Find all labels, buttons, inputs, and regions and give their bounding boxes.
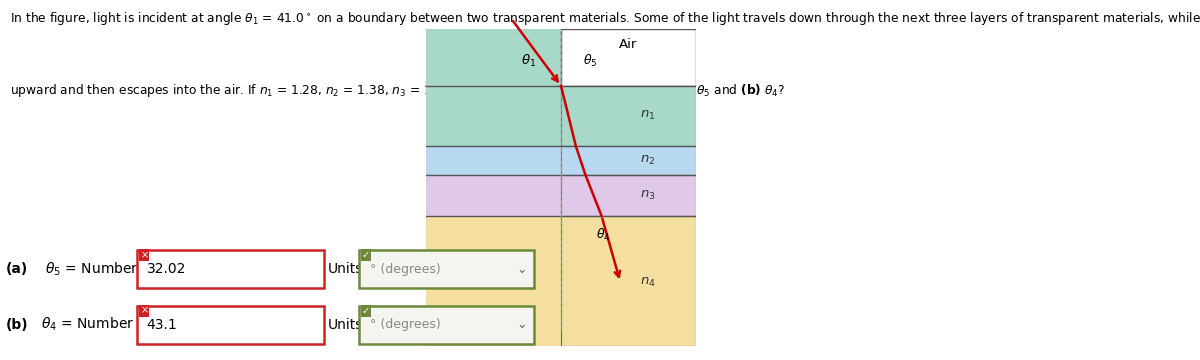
Text: 43.1: 43.1 — [146, 318, 178, 332]
Text: ×: × — [140, 306, 149, 316]
Bar — [562, 175, 696, 216]
Text: $\theta_4$ = Number: $\theta_4$ = Number — [41, 316, 134, 333]
Text: ✓: ✓ — [362, 251, 370, 260]
Text: (b): (b) — [6, 318, 29, 332]
Text: upward and then escapes into the air. If $n_1$ = 1.28, $n_2$ = 1.38, $n_3$ = 1.3: upward and then escapes into the air. If… — [10, 82, 785, 99]
Text: $n_3$: $n_3$ — [640, 189, 655, 202]
Bar — [426, 175, 696, 216]
Text: 32.02: 32.02 — [146, 262, 186, 276]
Text: ⌄: ⌄ — [517, 263, 527, 276]
Bar — [426, 216, 696, 346]
Text: (a): (a) — [6, 262, 29, 276]
Bar — [426, 146, 696, 175]
Text: $\theta_5$: $\theta_5$ — [583, 53, 598, 68]
Text: Units: Units — [328, 262, 362, 276]
Text: Units: Units — [328, 318, 362, 332]
Text: ⌄: ⌄ — [517, 318, 527, 331]
Bar — [562, 216, 696, 346]
Bar — [562, 29, 696, 86]
Text: ×: × — [140, 251, 149, 260]
Text: Air: Air — [619, 38, 637, 51]
Text: ✓: ✓ — [362, 306, 370, 316]
Text: ° (degrees): ° (degrees) — [370, 318, 440, 331]
FancyBboxPatch shape — [359, 251, 534, 288]
Text: $\theta_4$: $\theta_4$ — [596, 227, 611, 243]
Text: $n_1$: $n_1$ — [640, 109, 655, 122]
Text: $\theta_5$ = Number: $\theta_5$ = Number — [41, 261, 138, 278]
Text: $\theta_1$: $\theta_1$ — [521, 53, 536, 68]
FancyBboxPatch shape — [137, 306, 324, 343]
Bar — [562, 146, 696, 175]
FancyBboxPatch shape — [359, 306, 534, 343]
Text: $n_2$: $n_2$ — [640, 154, 655, 167]
Text: In the figure, light is incident at angle $\theta_1$ = 41.0$^\circ$ on a boundar: In the figure, light is incident at angl… — [10, 10, 1200, 27]
Text: ° (degrees): ° (degrees) — [370, 263, 440, 276]
Bar — [562, 86, 696, 146]
FancyBboxPatch shape — [137, 251, 324, 288]
Text: $n_4$: $n_4$ — [640, 276, 655, 289]
